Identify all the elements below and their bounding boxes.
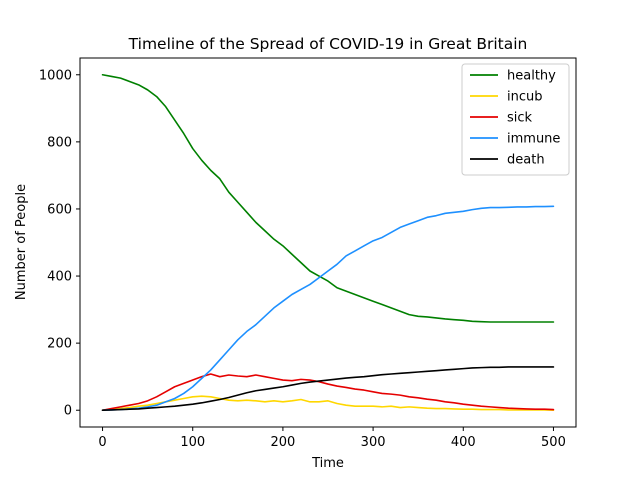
series-line-immune bbox=[101, 205, 555, 412]
x-tick-label: 300 bbox=[361, 435, 386, 450]
series-line-healthy bbox=[101, 73, 555, 323]
x-tick-label: 0 bbox=[98, 435, 106, 450]
y-axis-label: Number of People bbox=[14, 184, 29, 300]
x-tick-label: 400 bbox=[451, 435, 476, 450]
y-tick-label: 200 bbox=[47, 337, 72, 352]
legend-label-immune: immune bbox=[507, 132, 560, 147]
series-line-incub bbox=[101, 395, 555, 412]
y-tick-label: 600 bbox=[47, 202, 72, 217]
y-axis: 0 200 400 600 800 1000 bbox=[39, 68, 80, 419]
series-layer bbox=[101, 73, 555, 412]
y-tick-label: 400 bbox=[47, 270, 72, 285]
legend-box bbox=[461, 63, 570, 176]
x-tick-label: 100 bbox=[180, 435, 205, 450]
series-line-sick bbox=[101, 373, 555, 412]
x-axis-label: Time bbox=[311, 456, 344, 471]
chart-title: Timeline of the Spread of COVID-19 in Gr… bbox=[128, 35, 528, 53]
legend-label-sick: sick bbox=[507, 111, 533, 126]
legend-label-healthy: healthy bbox=[507, 69, 556, 84]
series-line-death bbox=[101, 366, 555, 412]
x-axis: 0 100 200 300 400 500 bbox=[98, 427, 566, 450]
y-tick-label: 0 bbox=[64, 404, 72, 419]
y-tick-label: 800 bbox=[47, 135, 72, 150]
legend-label-death: death bbox=[507, 153, 545, 168]
legend-label-incub: incub bbox=[507, 90, 543, 105]
axes-frame bbox=[79, 57, 577, 428]
y-tick-label: 1000 bbox=[39, 68, 72, 83]
x-tick-label: 500 bbox=[541, 435, 566, 450]
legend: healthy incub sick immune death bbox=[461, 63, 570, 176]
x-tick-label: 200 bbox=[270, 435, 295, 450]
